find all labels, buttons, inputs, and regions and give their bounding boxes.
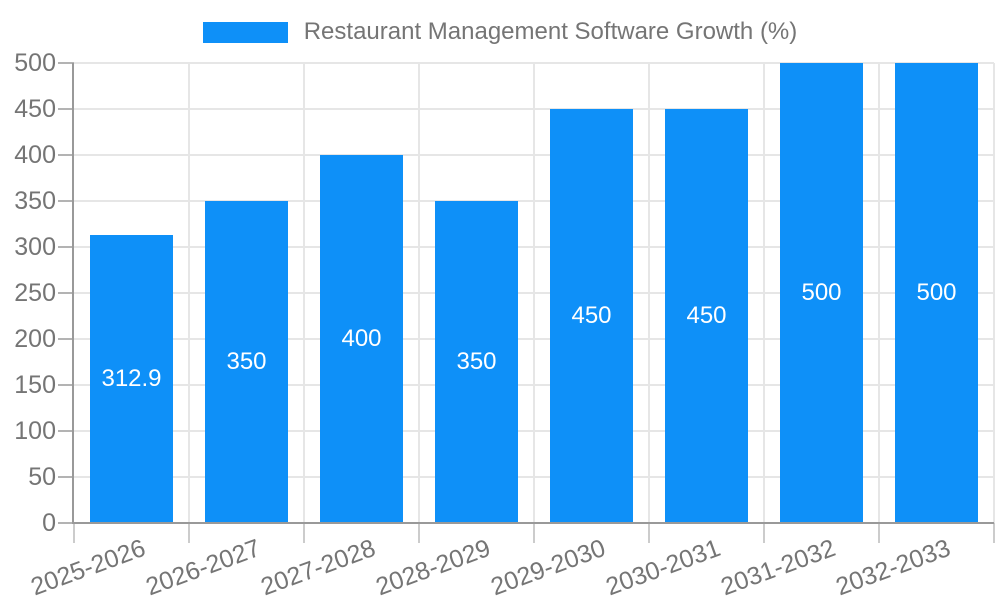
gridline-vertical (878, 63, 880, 523)
bar-value-label: 312.9 (101, 365, 162, 393)
gridline-vertical (188, 63, 190, 523)
bar[interactable]: 350 (435, 201, 518, 523)
gridline-vertical (763, 63, 765, 523)
x-axis-category-label: 2027-2028 (257, 534, 380, 600)
bar-value-label: 500 (916, 279, 957, 306)
x-axis-category-label: 2030-2031 (602, 534, 725, 600)
y-axis-tick (58, 384, 74, 386)
legend-series-label: Restaurant Management Software Growth (%… (303, 18, 798, 45)
bar-value-label: 500 (801, 279, 842, 306)
x-axis-tick (763, 523, 765, 543)
y-axis-tick (58, 154, 74, 156)
bar-value-label: 400 (341, 325, 382, 352)
bar-value-label: 350 (456, 348, 497, 375)
legend-swatch-icon (202, 21, 288, 43)
x-axis-tick (188, 523, 190, 543)
y-axis-tick-label: 250 (14, 279, 56, 307)
bar[interactable]: 500 (780, 63, 863, 523)
y-axis-tick-label: 500 (14, 49, 56, 77)
bar[interactable]: 450 (665, 109, 748, 523)
x-axis-category-label: 2026-2027 (142, 534, 265, 600)
y-axis-tick (58, 522, 74, 524)
x-axis-tick (648, 523, 650, 543)
x-axis-category-label: 2029-2030 (487, 534, 610, 600)
y-axis-tick-label: 100 (14, 417, 56, 445)
x-axis-tick (303, 523, 305, 543)
y-axis-tick-label: 300 (14, 233, 56, 261)
y-axis-tick (58, 246, 74, 248)
y-axis-tick (58, 430, 74, 432)
x-axis-line (72, 522, 994, 524)
x-axis-tick (533, 523, 535, 543)
x-axis-tick (418, 523, 420, 543)
y-axis-tick-label: 450 (14, 95, 56, 123)
x-axis-category-label: 2031-2032 (717, 534, 840, 600)
y-axis-tick-label: 350 (14, 187, 56, 215)
x-axis-tick (878, 523, 880, 543)
y-axis-tick (58, 200, 74, 202)
bar-value-label: 450 (686, 302, 727, 329)
gridline-vertical (648, 63, 650, 523)
y-axis-line (72, 63, 74, 523)
y-axis-tick (58, 108, 74, 110)
y-axis-tick-label: 150 (14, 371, 56, 399)
legend[interactable]: Restaurant Management Software Growth (%… (0, 18, 1000, 46)
gridline-vertical (993, 63, 995, 523)
bar[interactable]: 400 (320, 155, 403, 523)
y-axis-tick-label: 200 (14, 325, 56, 353)
bar[interactable]: 450 (550, 109, 633, 523)
bar-value-label: 350 (226, 348, 267, 375)
y-axis-tick (58, 476, 74, 478)
y-axis-tick-label: 400 (14, 141, 56, 169)
y-axis-tick-label: 50 (28, 463, 56, 491)
x-axis-category-label: 2032-2033 (832, 534, 955, 600)
gridline-vertical (418, 63, 420, 523)
bar[interactable]: 500 (895, 63, 978, 523)
x-axis-category-label: 2028-2029 (372, 534, 495, 600)
gridline-vertical (303, 63, 305, 523)
y-axis-tick-label: 0 (42, 509, 56, 537)
bar-value-label: 450 (571, 302, 612, 329)
y-axis-tick (58, 62, 74, 64)
y-axis-tick (58, 292, 74, 294)
bar[interactable]: 350 (205, 201, 288, 523)
x-axis-category-label: 2025-2026 (27, 534, 150, 600)
bar[interactable]: 312.9 (90, 235, 173, 523)
gridline-vertical (533, 63, 535, 523)
y-axis-tick (58, 338, 74, 340)
x-axis-tick (73, 523, 75, 543)
x-axis-tick (993, 523, 995, 543)
